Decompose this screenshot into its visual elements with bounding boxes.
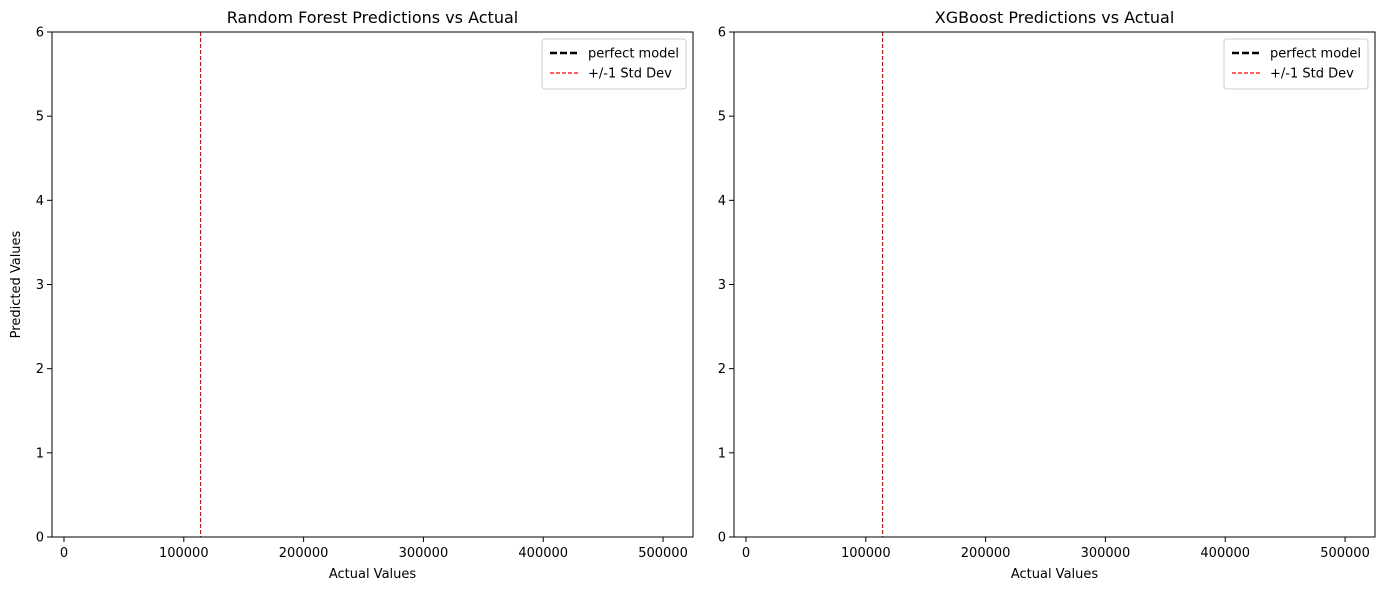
y-tick-label: 2 <box>718 362 726 377</box>
x-tick-label: 400000 <box>518 546 568 561</box>
y-tick-label: 1 <box>36 446 44 461</box>
y-tick-label: 1 <box>718 446 726 461</box>
y-tick-label: 3 <box>718 278 726 293</box>
legend-perfect-model-label: perfect model <box>1270 47 1361 62</box>
y-tick-label: 5 <box>718 110 726 125</box>
legend-std-dev-label: +/-1 Std Dev <box>588 67 672 82</box>
xgboost-panel: 0 100000 200000 300000 400000 500000 0 1 2 3 4 5 6 XG… <box>718 8 1376 582</box>
chart-title: XGBoost Predictions vs Actual <box>935 8 1175 27</box>
legend-std-dev-label: +/-1 Std Dev <box>1270 67 1354 82</box>
x-tick-label: 500000 <box>638 546 688 561</box>
plot-frame <box>51 31 694 538</box>
x-tick-label: 400000 <box>1200 546 1250 561</box>
x-axis-label: Actual Values <box>329 567 417 582</box>
y-tick-label: 6 <box>36 26 44 41</box>
x-tick-label: 100000 <box>159 546 209 561</box>
chart-title: Random Forest Predictions vs Actual <box>227 8 518 27</box>
y-tick-label: 6 <box>718 26 726 41</box>
x-tick-label: 300000 <box>399 546 449 561</box>
legend: perfect model +/-1 Std Dev <box>1223 38 1369 90</box>
y-tick-label: 5 <box>36 110 44 125</box>
y-tick-label: 4 <box>718 194 726 209</box>
x-tick-label: 500000 <box>1320 546 1370 561</box>
y-axis-label: Predicted Values <box>9 230 24 338</box>
y-tick-label: 2 <box>36 362 44 377</box>
x-axis-label: Actual Values <box>1011 567 1099 582</box>
y-tick-label: 0 <box>718 531 726 546</box>
legend: perfect model +/-1 Std Dev <box>541 38 687 90</box>
x-tick-label: 0 <box>742 546 750 561</box>
x-tick-label: 0 <box>60 546 68 561</box>
legend-box <box>1223 38 1369 90</box>
y-tick-label: 0 <box>36 531 44 546</box>
legend-box <box>541 38 687 90</box>
x-tick-label: 100000 <box>841 546 891 561</box>
x-tick-label: 300000 <box>1081 546 1131 561</box>
y-tick-label: 4 <box>36 194 44 209</box>
y-tick-label: 3 <box>36 278 44 293</box>
legend-perfect-model-label: perfect model <box>588 47 679 62</box>
x-tick-label: 200000 <box>961 546 1011 561</box>
random-forest-panel: 0 100000 200000 300000 400000 500000 0 1 2 3 4 5 6 Ra… <box>9 8 694 582</box>
x-tick-label: 200000 <box>279 546 329 561</box>
plot-frame <box>733 31 1376 538</box>
